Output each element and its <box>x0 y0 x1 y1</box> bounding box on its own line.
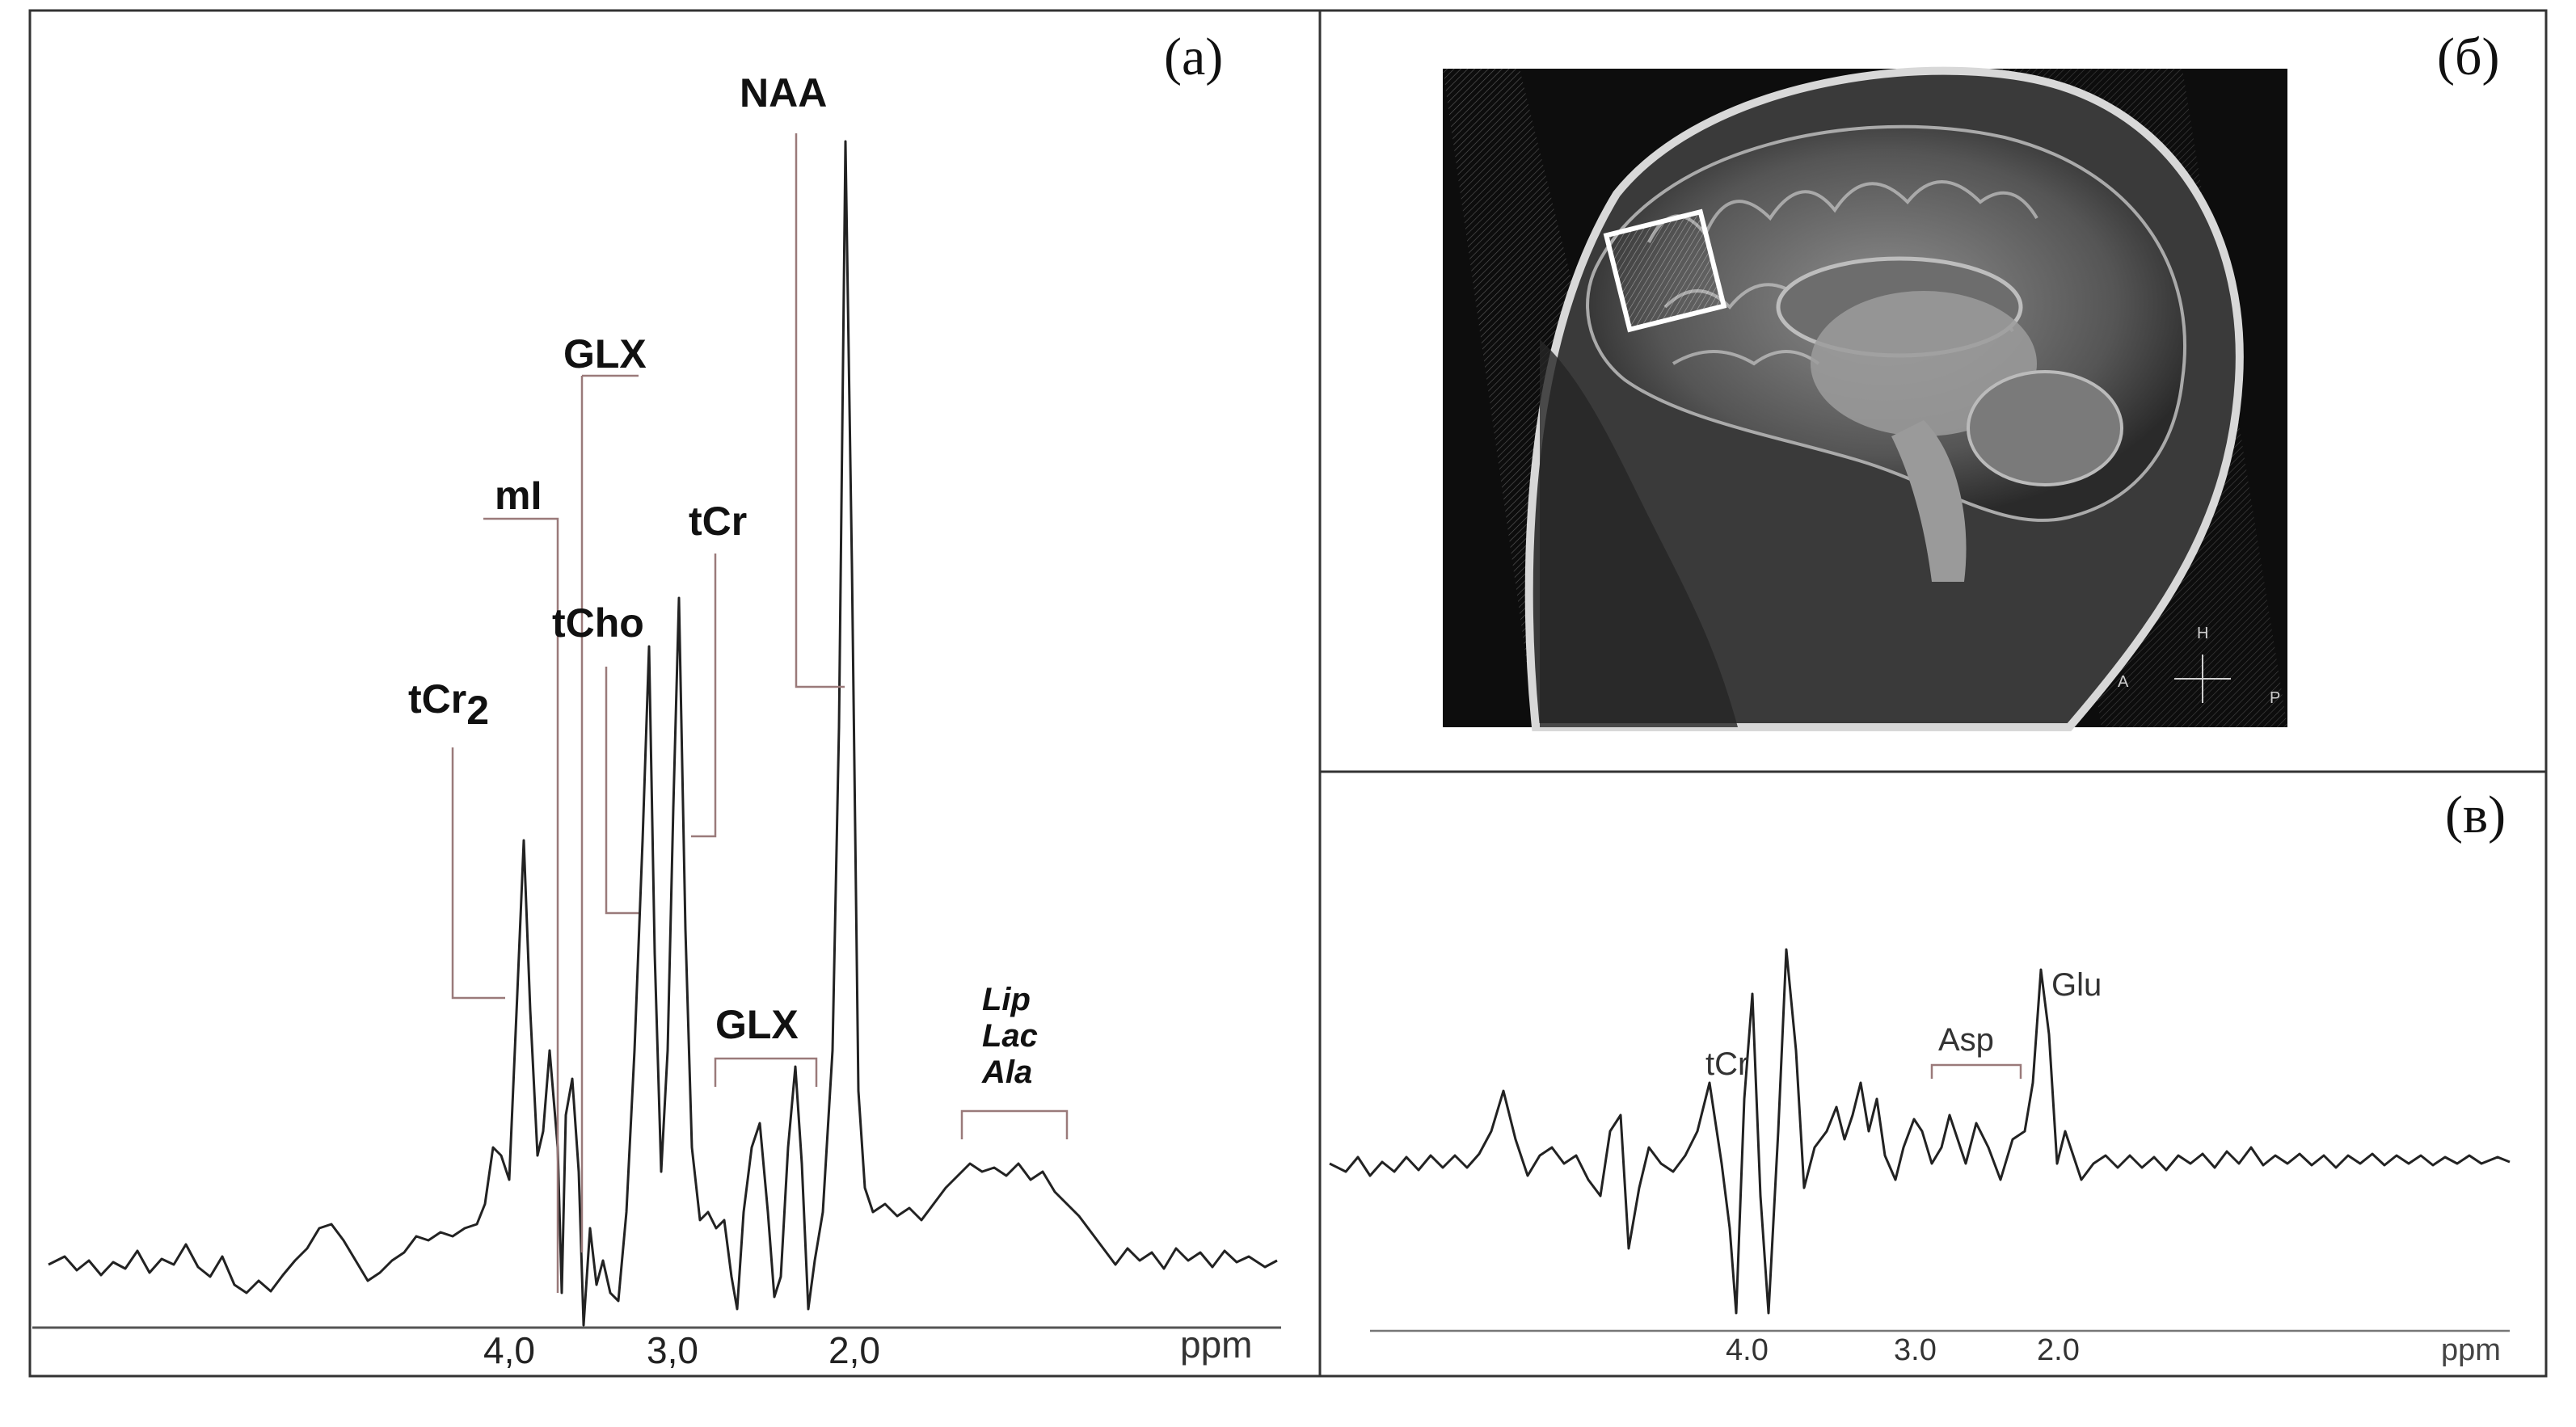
peak-label-tcr: tCr <box>689 499 747 544</box>
peak-label-lip: Lip <box>982 982 1031 1017</box>
peak-label-tcr2: tCr2 <box>408 676 489 733</box>
orientation-p: P <box>2270 689 2280 707</box>
orientation-marker <box>2174 655 2231 703</box>
panel-c-spectrum <box>1329 948 2511 1315</box>
peak-label-glx-low: GLX <box>715 1002 799 1047</box>
orientation-a: A <box>2118 673 2129 691</box>
panel-a-tick-3: 3,0 <box>647 1329 698 1371</box>
panel-b: (б) <box>1443 27 2500 731</box>
panel-c-tick-4: 4.0 <box>1726 1333 1769 1367</box>
panel-a: (a) 4,0 3,0 2,0 ppm NAA GLX mI tCr tCho … <box>32 27 1281 1371</box>
panel-c-unit: ppm <box>2441 1333 2501 1367</box>
peak-label-naa: NAA <box>740 70 827 116</box>
panel-a-unit: ppm <box>1180 1324 1252 1366</box>
peak-label-ala: Ala <box>981 1054 1032 1090</box>
peak-label-tcr2-main: tCr <box>408 676 466 722</box>
panel-a-leaders <box>451 133 1069 1293</box>
panel-c-tick-3: 3.0 <box>1894 1333 1937 1367</box>
peak-label-mi: mI <box>495 473 542 518</box>
peak-label-tcr-c: tCr <box>1705 1046 1748 1082</box>
panel-a-spectrum <box>48 140 1278 1327</box>
orientation-h: H <box>2197 625 2208 642</box>
panel-a-tick-4: 4,0 <box>483 1329 535 1371</box>
panel-c-tick-2: 2.0 <box>2037 1333 2080 1367</box>
panel-c: (в) 4.0 3.0 2.0 ppm tCr Asp Glu <box>1329 785 2511 1367</box>
panel-borders <box>28 9 2548 1378</box>
panel-b-label: (б) <box>2437 27 2500 86</box>
mri-image: H A P <box>1443 66 2287 731</box>
peak-label-tcr2-sub: 2 <box>466 688 489 733</box>
peak-label-asp: Asp <box>1938 1022 1994 1058</box>
panel-c-brackets <box>1930 1063 2022 1079</box>
panel-a-tick-2: 2,0 <box>828 1329 880 1371</box>
peak-label-lac: Lac <box>982 1018 1038 1054</box>
panel-c-label: (в) <box>2445 785 2506 844</box>
panel-a-label: (a) <box>1164 27 1223 86</box>
peak-label-tcho: tCho <box>552 600 644 646</box>
peak-label-glu: Glu <box>2051 967 2102 1003</box>
peak-label-glx-top: GLX <box>563 331 647 377</box>
voxel-box <box>1603 208 1727 333</box>
